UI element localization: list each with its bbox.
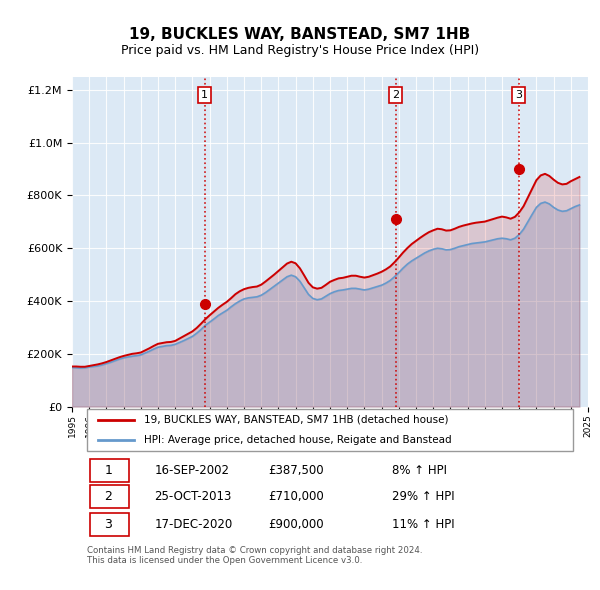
FancyBboxPatch shape (88, 409, 572, 451)
Text: £900,000: £900,000 (268, 519, 324, 532)
Text: 25-OCT-2013: 25-OCT-2013 (155, 490, 232, 503)
Text: 2: 2 (392, 90, 399, 100)
FancyBboxPatch shape (90, 486, 129, 508)
Text: £387,500: £387,500 (268, 464, 324, 477)
Text: 3: 3 (104, 519, 112, 532)
Text: Price paid vs. HM Land Registry's House Price Index (HPI): Price paid vs. HM Land Registry's House … (121, 44, 479, 57)
Text: 29% ↑ HPI: 29% ↑ HPI (392, 490, 455, 503)
FancyBboxPatch shape (90, 459, 129, 482)
Text: Contains HM Land Registry data © Crown copyright and database right 2024.
This d: Contains HM Land Registry data © Crown c… (88, 546, 423, 565)
Text: £710,000: £710,000 (268, 490, 324, 503)
Text: 2: 2 (104, 490, 112, 503)
Text: 11% ↑ HPI: 11% ↑ HPI (392, 519, 455, 532)
Text: 16-SEP-2002: 16-SEP-2002 (155, 464, 230, 477)
Text: 19, BUCKLES WAY, BANSTEAD, SM7 1HB: 19, BUCKLES WAY, BANSTEAD, SM7 1HB (130, 27, 470, 41)
Text: HPI: Average price, detached house, Reigate and Banstead: HPI: Average price, detached house, Reig… (144, 435, 452, 445)
Text: 1: 1 (104, 464, 112, 477)
Text: 1: 1 (201, 90, 208, 100)
FancyBboxPatch shape (90, 513, 129, 536)
Text: 19, BUCKLES WAY, BANSTEAD, SM7 1HB (detached house): 19, BUCKLES WAY, BANSTEAD, SM7 1HB (deta… (144, 415, 449, 425)
Text: 17-DEC-2020: 17-DEC-2020 (155, 519, 233, 532)
Text: 3: 3 (515, 90, 522, 100)
Text: 8% ↑ HPI: 8% ↑ HPI (392, 464, 447, 477)
